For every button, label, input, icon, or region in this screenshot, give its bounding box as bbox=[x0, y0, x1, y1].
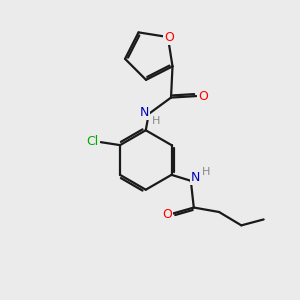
Text: H: H bbox=[152, 116, 160, 126]
Text: O: O bbox=[198, 90, 208, 103]
Text: H: H bbox=[202, 167, 210, 177]
Text: N: N bbox=[190, 171, 200, 184]
Text: N: N bbox=[140, 106, 149, 119]
Text: Cl: Cl bbox=[86, 135, 98, 148]
Text: O: O bbox=[162, 208, 172, 221]
Text: O: O bbox=[164, 31, 174, 44]
